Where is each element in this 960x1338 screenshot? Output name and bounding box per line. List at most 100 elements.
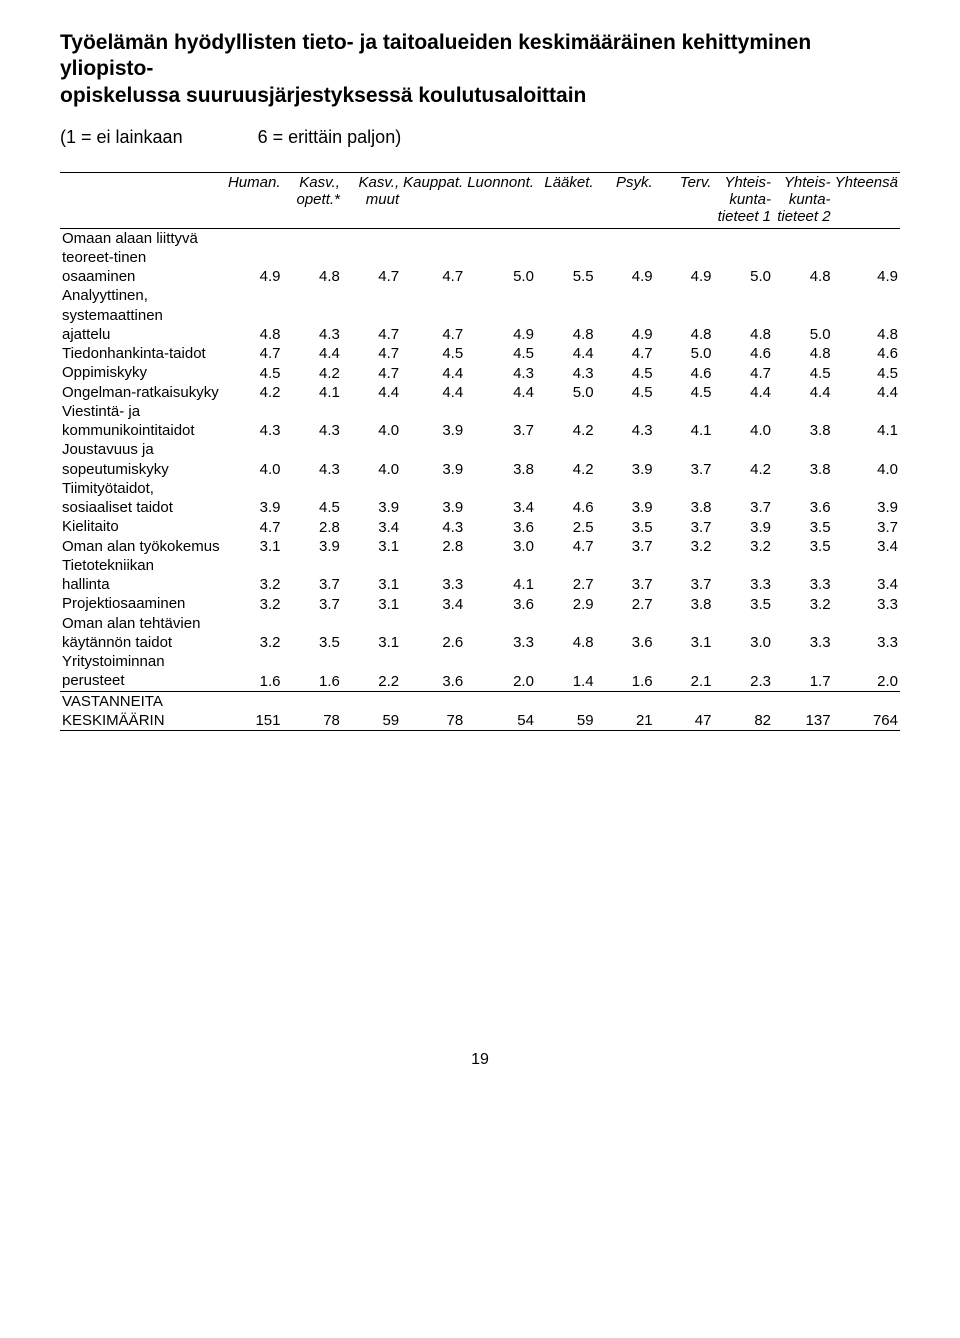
cell-value: 78	[401, 711, 465, 731]
cell-empty	[536, 228, 596, 248]
cell-empty	[465, 228, 536, 248]
cell-value: 4.6	[713, 344, 773, 363]
cell-value: 3.1	[342, 537, 401, 556]
cell-value: 3.3	[833, 633, 900, 652]
cell-value: 4.8	[536, 633, 596, 652]
cell-empty	[596, 306, 655, 325]
header-label-blank	[60, 172, 223, 228]
cell-empty	[713, 306, 773, 325]
cell-empty	[536, 440, 596, 459]
cell-value: 4.7	[536, 537, 596, 556]
table-row: Tiimityötaidot,	[60, 479, 900, 498]
cell-value: 3.3	[833, 594, 900, 613]
cell-empty	[833, 248, 900, 267]
cell-value: 2.8	[283, 517, 342, 536]
cell-empty	[283, 556, 342, 575]
cell-value: 4.4	[773, 383, 833, 402]
row-label: VASTANNEITA	[60, 691, 223, 711]
table-row: Ongelman-ratkaisukyky4.24.14.44.44.45.04…	[60, 383, 900, 402]
cell-empty	[342, 440, 401, 459]
cell-empty	[536, 691, 596, 711]
cell-value: 4.6	[536, 498, 596, 517]
cell-value: 4.0	[713, 421, 773, 440]
cell-empty	[773, 652, 833, 671]
cell-value: 4.4	[401, 363, 465, 382]
cell-value: 4.3	[283, 460, 342, 479]
cell-value: 3.7	[655, 517, 714, 536]
cell-empty	[773, 228, 833, 248]
cell-empty	[223, 228, 283, 248]
title-line-1: Työelämän hyödyllisten tieto- ja taitoal…	[60, 31, 811, 80]
cell-value: 1.6	[283, 671, 342, 691]
cell-value: 3.7	[655, 575, 714, 594]
cell-value: 2.7	[596, 594, 655, 613]
cell-empty	[401, 614, 465, 633]
table-header: Human.Kasv.,opett.*Kasv.,muutKauppat.Luo…	[60, 172, 900, 228]
scale-left: (1 = ei lainkaan	[60, 127, 183, 148]
cell-value: 4.5	[283, 498, 342, 517]
cell-value: 4.5	[596, 383, 655, 402]
column-header: Human.	[223, 172, 283, 228]
header-text: Kasv.,	[299, 174, 340, 191]
cell-value: 3.9	[833, 498, 900, 517]
cell-value: 4.2	[713, 460, 773, 479]
cell-value: 4.8	[713, 325, 773, 344]
cell-empty	[536, 306, 596, 325]
row-label: Projektiosaaminen	[60, 594, 223, 613]
cell-value: 4.5	[223, 363, 283, 382]
cell-value: 4.2	[536, 460, 596, 479]
cell-empty	[223, 306, 283, 325]
cell-empty	[342, 286, 401, 305]
cell-empty	[773, 440, 833, 459]
cell-value: 4.4	[342, 383, 401, 402]
cell-empty	[536, 479, 596, 498]
header-text: kunta-	[729, 191, 771, 208]
cell-value: 4.2	[283, 363, 342, 382]
cell-value: 3.2	[223, 594, 283, 613]
cell-value: 3.4	[401, 594, 465, 613]
cell-empty	[283, 248, 342, 267]
cell-empty	[773, 286, 833, 305]
column-header: Terv.	[655, 172, 714, 228]
row-label: Omaan alaan liittyvä	[60, 228, 223, 248]
cell-empty	[833, 440, 900, 459]
cell-empty	[342, 614, 401, 633]
cell-empty	[596, 402, 655, 421]
row-label: Tietotekniikan	[60, 556, 223, 575]
cell-empty	[536, 248, 596, 267]
cell-value: 4.1	[833, 421, 900, 440]
cell-empty	[596, 614, 655, 633]
cell-value: 3.7	[283, 594, 342, 613]
cell-value: 3.5	[283, 633, 342, 652]
data-table: Human.Kasv.,opett.*Kasv.,muutKauppat.Luo…	[60, 172, 900, 731]
cell-empty	[465, 248, 536, 267]
cell-value: 3.0	[713, 633, 773, 652]
cell-value: 4.3	[283, 421, 342, 440]
cell-empty	[283, 479, 342, 498]
scale-right: 6 = erittäin paljon)	[258, 127, 402, 148]
cell-empty	[655, 248, 714, 267]
row-label: Tiedonhankinta-taidot	[60, 344, 223, 363]
cell-value: 4.9	[465, 325, 536, 344]
header-text: tieteet 1	[718, 208, 771, 225]
cell-empty	[465, 614, 536, 633]
cell-empty	[655, 614, 714, 633]
cell-value: 4.8	[833, 325, 900, 344]
page-title: Työelämän hyödyllisten tieto- ja taitoal…	[60, 30, 900, 109]
cell-empty	[223, 440, 283, 459]
cell-value: 4.8	[536, 325, 596, 344]
cell-value: 82	[713, 711, 773, 731]
cell-empty	[283, 228, 342, 248]
row-label: ajattelu	[60, 325, 223, 344]
cell-value: 4.4	[536, 344, 596, 363]
column-header: Lääket.	[536, 172, 596, 228]
cell-empty	[283, 440, 342, 459]
cell-empty	[773, 614, 833, 633]
header-text: Yhteis-	[724, 174, 771, 191]
cell-empty	[655, 306, 714, 325]
cell-value: 3.7	[283, 575, 342, 594]
cell-value: 59	[536, 711, 596, 731]
cell-value: 1.6	[223, 671, 283, 691]
cell-value: 4.6	[833, 344, 900, 363]
cell-empty	[465, 440, 536, 459]
